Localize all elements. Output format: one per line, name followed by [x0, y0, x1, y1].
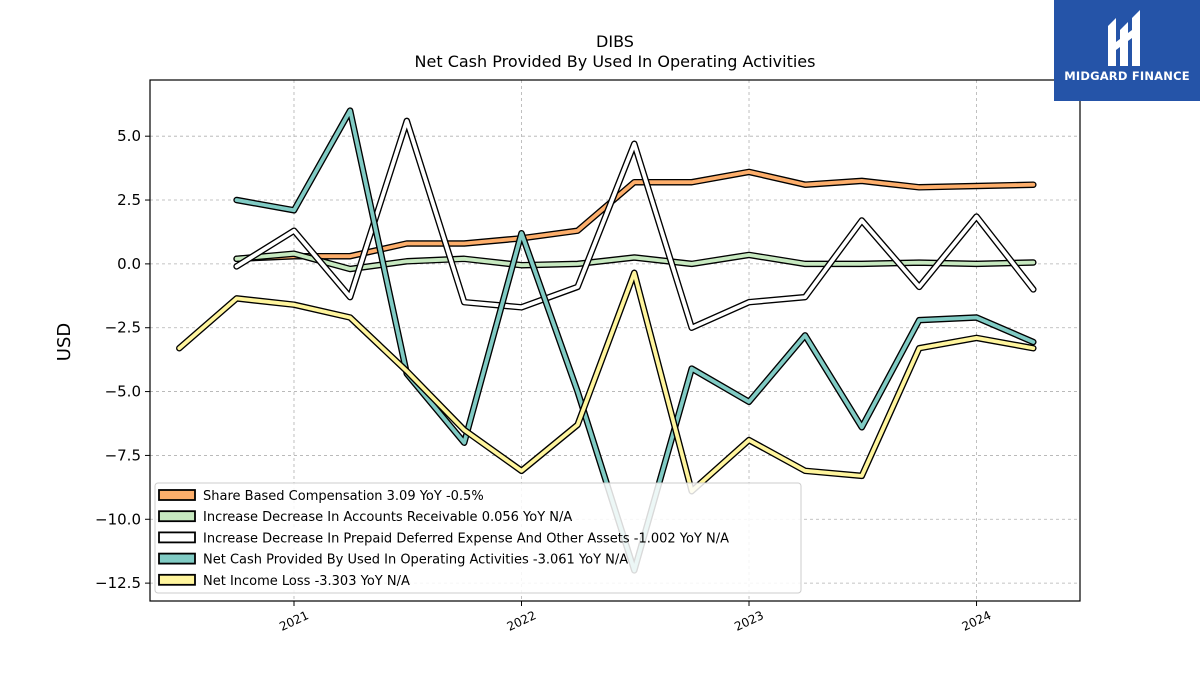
legend-swatch	[158, 573, 196, 586]
x-tick-label: 2021	[277, 608, 311, 634]
logo-text: MIDGARD FINANCE	[1064, 69, 1190, 83]
legend-swatch	[158, 489, 196, 501]
y-tick-label: −5.0	[105, 383, 141, 401]
legend-swatch	[158, 510, 196, 523]
legend-label: Net Cash Provided By Used In Operating A…	[203, 553, 628, 568]
y-tick-label: −12.5	[95, 574, 141, 592]
y-tick-label: 0.0	[117, 255, 141, 273]
series-line-1	[233, 168, 1037, 263]
x-tick-label: 2023	[732, 608, 766, 634]
series-stroke	[234, 119, 1036, 330]
brand-logo: MIDGARD FINANCE	[1054, 0, 1200, 101]
legend-swatch	[158, 531, 196, 544]
legend-swatch	[158, 552, 196, 565]
legend-label: Net Income Loss -3.303 YoY N/A	[203, 574, 410, 589]
series-line-3	[233, 117, 1037, 331]
chart-subtitle: Net Cash Provided By Used In Operating A…	[415, 52, 816, 71]
legend-label: Share Based Compensation 3.09 YoY -0.5%	[203, 489, 484, 504]
y-tick-label: 2.5	[117, 191, 141, 209]
legend-box	[154, 482, 802, 594]
series-stroke	[177, 270, 1036, 494]
y-tick-label: −7.5	[105, 446, 141, 464]
logo-mark-icon	[1108, 10, 1140, 66]
legend-label: Increase Decrease In Prepaid Deferred Ex…	[203, 531, 729, 546]
chart-title: DIBS	[596, 32, 634, 51]
y-axis-label: USD	[54, 323, 75, 361]
x-tick-label: 2024	[960, 608, 994, 634]
x-tick-label: 2022	[505, 608, 539, 634]
series-line-5	[176, 269, 1037, 495]
plot-frame	[149, 79, 1081, 602]
y-tick-label: −2.5	[105, 319, 141, 337]
series-stroke	[234, 169, 1036, 261]
y-tick-label: 5.0	[117, 127, 141, 145]
y-tick-label: −10.0	[95, 510, 141, 528]
legend-label: Increase Decrease In Accounts Receivable…	[203, 510, 572, 525]
